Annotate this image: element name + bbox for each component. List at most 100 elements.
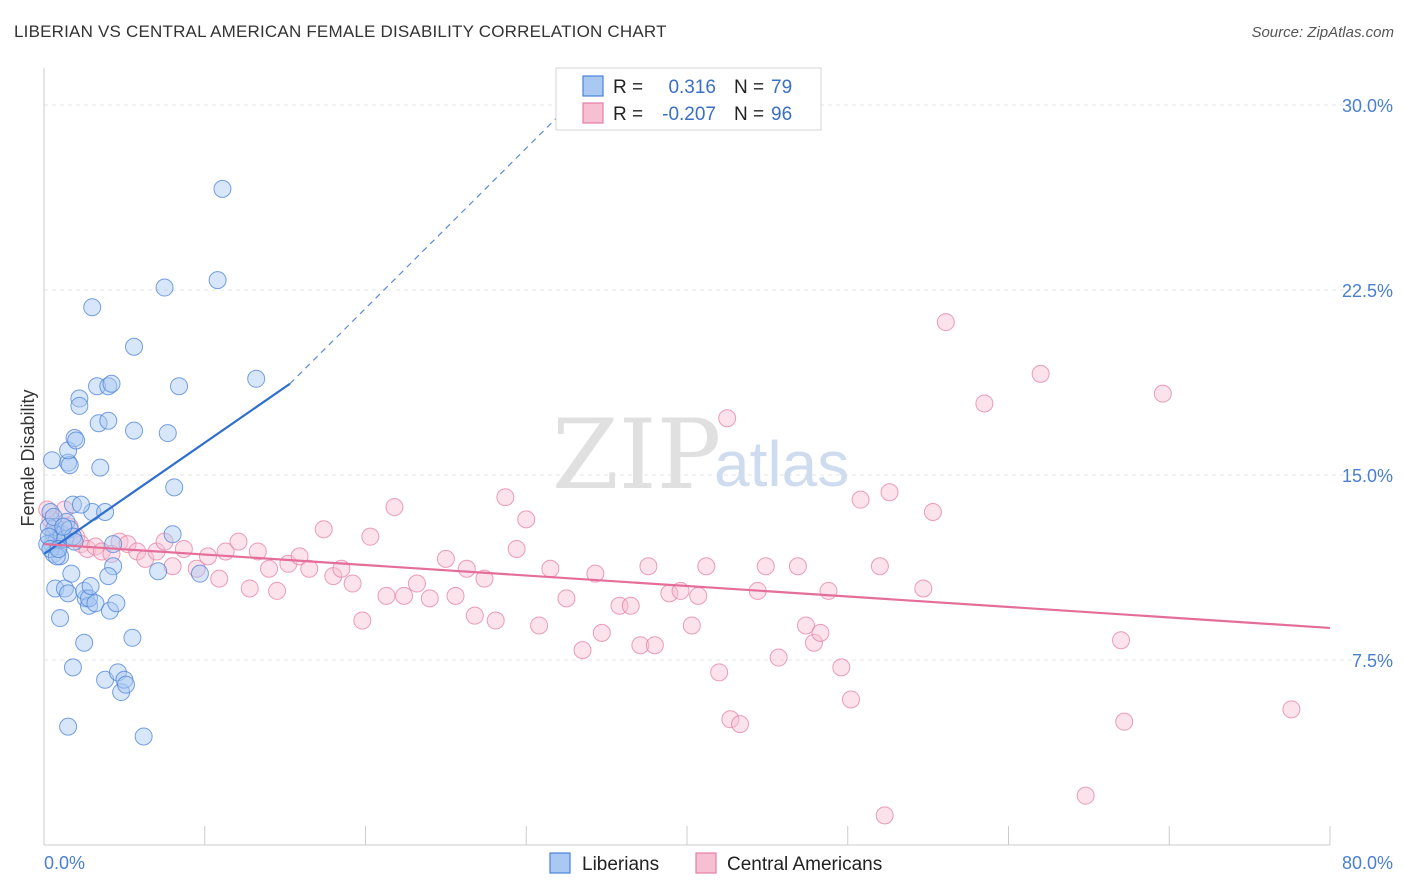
central-americans-point [240,579,259,598]
central-americans-point [819,581,838,600]
liberians-point [155,278,174,297]
central-americans-point [621,596,640,615]
central-americans-point [300,559,319,578]
liberians-point [51,609,70,628]
central-americans-point [436,549,455,568]
central-americans-point [811,623,830,642]
watermark-atlas: atlas [714,428,849,500]
liberians-point [125,337,144,356]
central-americans-point [385,498,404,517]
central-americans-point [353,611,372,630]
liberians-point [75,633,94,652]
liberians-point [59,717,78,736]
central-americans-point [1282,700,1301,719]
liberians-point [91,458,110,477]
liberians-point [208,271,227,290]
central-americans-point [420,589,439,608]
central-americans-point [210,569,229,588]
liberians-point [62,564,81,583]
central-americans-point [796,616,815,635]
central-americans-point [496,488,515,507]
liberians-point [107,594,126,613]
liberians-point [47,547,66,566]
liberians-point [54,517,73,536]
liberians-point [59,584,78,603]
central-americans-point [395,586,414,605]
liberians-point [63,658,82,677]
central-americans-point [645,636,664,655]
central-americans-point [756,557,775,576]
stats-legend-r-value-central-americans: -0.207 [662,104,716,125]
liberians-trend-line [43,382,291,555]
central-americans-point [486,611,505,630]
central-americans-point [586,564,605,583]
stats-legend-n-value-central-americans: 96 [771,104,792,125]
legend-swatch-liberians [549,852,571,874]
central-americans-point [710,663,729,682]
watermark-zip: ZIP [552,399,721,511]
liberians-point [247,369,266,388]
liberians-point [83,298,102,317]
central-americans-point [1112,631,1131,650]
central-americans-point [314,520,333,539]
central-americans-point [631,636,650,655]
central-americans-point [530,616,549,635]
central-americans-point [457,559,476,578]
legend-swatch-central-americans [695,852,717,874]
liberians-point [99,411,118,430]
liberians-point [102,374,121,393]
liberians-point [116,675,135,694]
central-americans-point [187,559,206,578]
central-americans-point [174,540,193,558]
liberians-point [70,396,89,415]
central-americans-point [517,510,536,529]
liberians-point [213,179,232,198]
stats-legend-swatch-central-americans [582,102,604,124]
central-americans-point [718,409,737,428]
central-americans-point [592,623,611,642]
liberians-point [44,507,63,526]
central-americans-point [557,589,576,608]
central-americans-point [573,641,592,660]
central-americans-point [841,690,860,709]
chart-source: Source: ZipAtlas.com [1251,24,1394,41]
stats-legend-n-value-liberians: 79 [771,77,792,98]
liberians-points [38,179,266,746]
liberians-trend-extension [289,67,608,385]
stats-legend: R = 0.316 N = 79 R = -0.207 N = 96 [555,67,822,131]
central-americans-point [769,648,788,667]
central-americans-point [343,574,362,593]
central-americans-point [248,542,267,561]
liberians-point [81,577,100,595]
central-americans-point [731,715,750,734]
central-americans-point [788,557,807,576]
central-americans-point [832,658,851,677]
central-americans-point [541,559,560,578]
central-americans-point [198,547,217,566]
central-americans-point [1031,364,1050,383]
central-americans-points [38,313,1301,825]
x-axis-ticks [43,826,1331,845]
liberians-point [149,562,168,581]
central-americans-point [689,586,708,605]
stats-legend-r-value-liberians: 0.316 [668,77,716,98]
central-americans-point [875,806,894,825]
liberians-point [123,628,142,647]
central-americans-point [870,557,889,576]
central-americans-point [377,586,396,605]
central-americans-point [268,581,287,600]
central-americans-point [721,710,740,729]
liberians-point [99,567,118,586]
central-americans-point [851,490,870,509]
bottom-legend: Liberians Central Americans [549,852,882,875]
liberians-point [99,377,118,396]
stats-legend-n-label-central-americans: N = [734,104,764,125]
y-tick-label-7-5: 7.5% [1352,651,1393,671]
y-axis-title: Female Disability [18,389,38,526]
liberians-point [125,421,144,440]
x-tick-label-min: 0.0% [44,853,85,873]
central-americans-point [229,532,248,551]
stats-legend-n-label-liberians: N = [734,77,764,98]
central-americans-point [1115,712,1134,731]
central-americans-point [639,557,658,576]
